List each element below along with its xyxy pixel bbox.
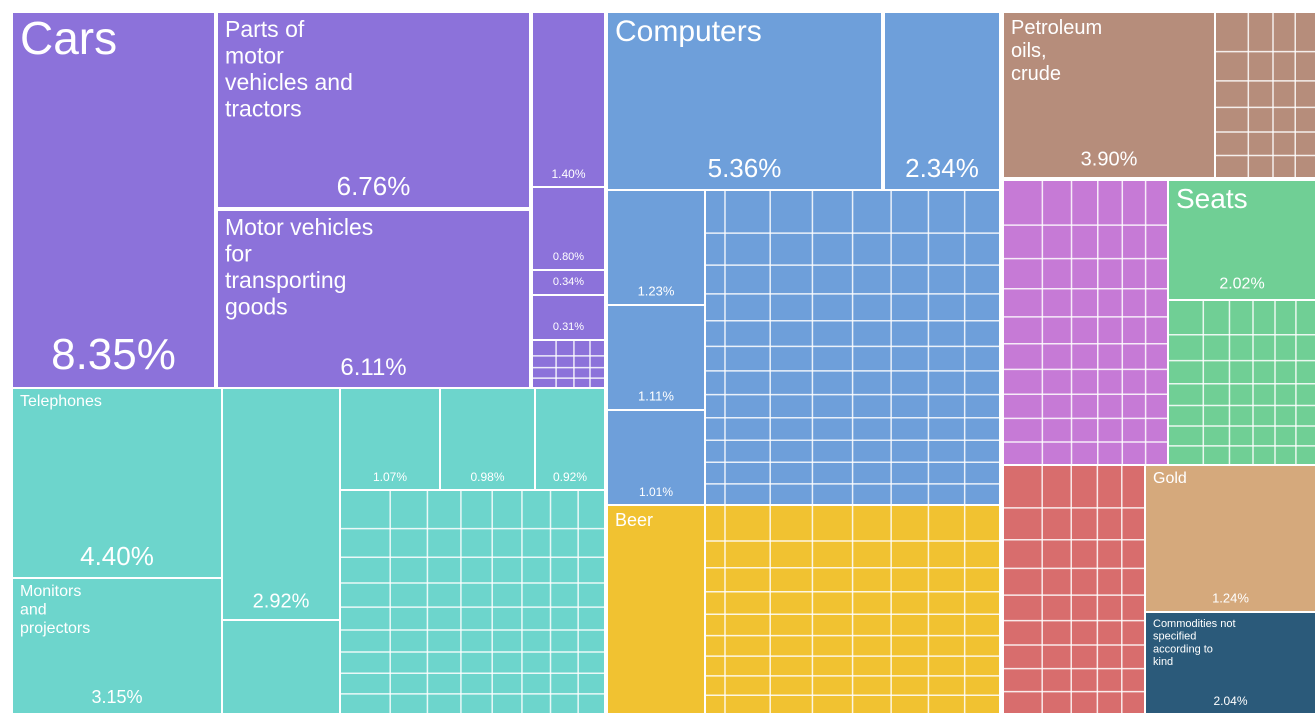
tile-label: Motor vehicles for transporting goods	[225, 214, 380, 319]
group-area	[1002, 464, 1146, 714]
tile-label: Petroleum oils, crude	[1011, 17, 1108, 85]
filler-grid	[532, 340, 605, 388]
tile-label: Telephones	[20, 393, 102, 410]
tile	[606, 11, 883, 191]
value-label: 4.40%	[80, 541, 154, 571]
tile	[606, 189, 706, 306]
tile	[1144, 464, 1316, 613]
value-label: 2.92%	[253, 591, 310, 613]
group-area	[1167, 299, 1316, 466]
value-label: 0.92%	[553, 470, 587, 484]
value-label: 1.11%	[638, 389, 674, 404]
group-area	[1214, 11, 1316, 179]
tile-label: Computers	[615, 15, 762, 48]
tile	[1144, 611, 1316, 714]
tile-label: Parts of motor vehicles and tractors	[225, 16, 359, 121]
tile-label: Gold	[1153, 470, 1187, 487]
tile	[531, 11, 606, 188]
value-label: 6.76%	[337, 171, 411, 201]
tile	[216, 11, 531, 209]
value-label: 1.24%	[1212, 591, 1249, 606]
tile	[1167, 179, 1316, 301]
filler-grid	[1003, 465, 1145, 714]
value-label: 2.34%	[905, 153, 979, 183]
value-label: 6.11%	[340, 354, 406, 381]
value-label: 2.04%	[1213, 694, 1247, 708]
value-label: 1.07%	[373, 470, 407, 484]
filler-grid	[1215, 12, 1316, 178]
tile-label: Commodities not specified according to k…	[1153, 618, 1239, 668]
value-label: 3.90%	[1081, 149, 1138, 171]
value-label: 0.98%	[470, 470, 504, 484]
tile	[606, 504, 706, 714]
value-label: 0.34%	[553, 276, 584, 288]
tile	[216, 209, 531, 389]
tile	[339, 387, 441, 491]
value-label: 1.01%	[639, 485, 673, 499]
tiles: Cars 8.35% Parts of motor vehicles and tra…	[11, 11, 1316, 714]
tile-label: Monitors and projectors	[20, 583, 90, 637]
value-label: 3.15%	[91, 687, 142, 707]
group-area	[1002, 179, 1169, 466]
tile	[11, 11, 216, 389]
value-label: 1.23%	[638, 284, 675, 299]
tile	[534, 387, 606, 491]
tile	[531, 294, 606, 341]
tile	[531, 186, 606, 271]
value-label: 2.02%	[1219, 275, 1264, 292]
group-area	[531, 339, 606, 389]
tile	[11, 577, 223, 714]
tile	[11, 387, 223, 579]
filler-grid	[1168, 300, 1316, 465]
tile	[1002, 11, 1216, 179]
tile	[883, 11, 1001, 191]
value-label: 0.31%	[553, 321, 584, 333]
tile-label: Cars	[20, 12, 117, 64]
filler-grid	[1003, 180, 1168, 465]
value-label: 1.40%	[551, 167, 585, 181]
tile-label: Beer	[615, 510, 653, 530]
tile	[221, 387, 341, 621]
value-label: 8.35%	[51, 330, 176, 379]
group-area	[339, 489, 606, 714]
group-area	[221, 619, 341, 714]
filler-grid	[340, 490, 605, 714]
value-label: 0.80%	[553, 251, 584, 263]
value-label: 5.36%	[708, 153, 782, 183]
tile-label: Seats	[1176, 183, 1248, 214]
